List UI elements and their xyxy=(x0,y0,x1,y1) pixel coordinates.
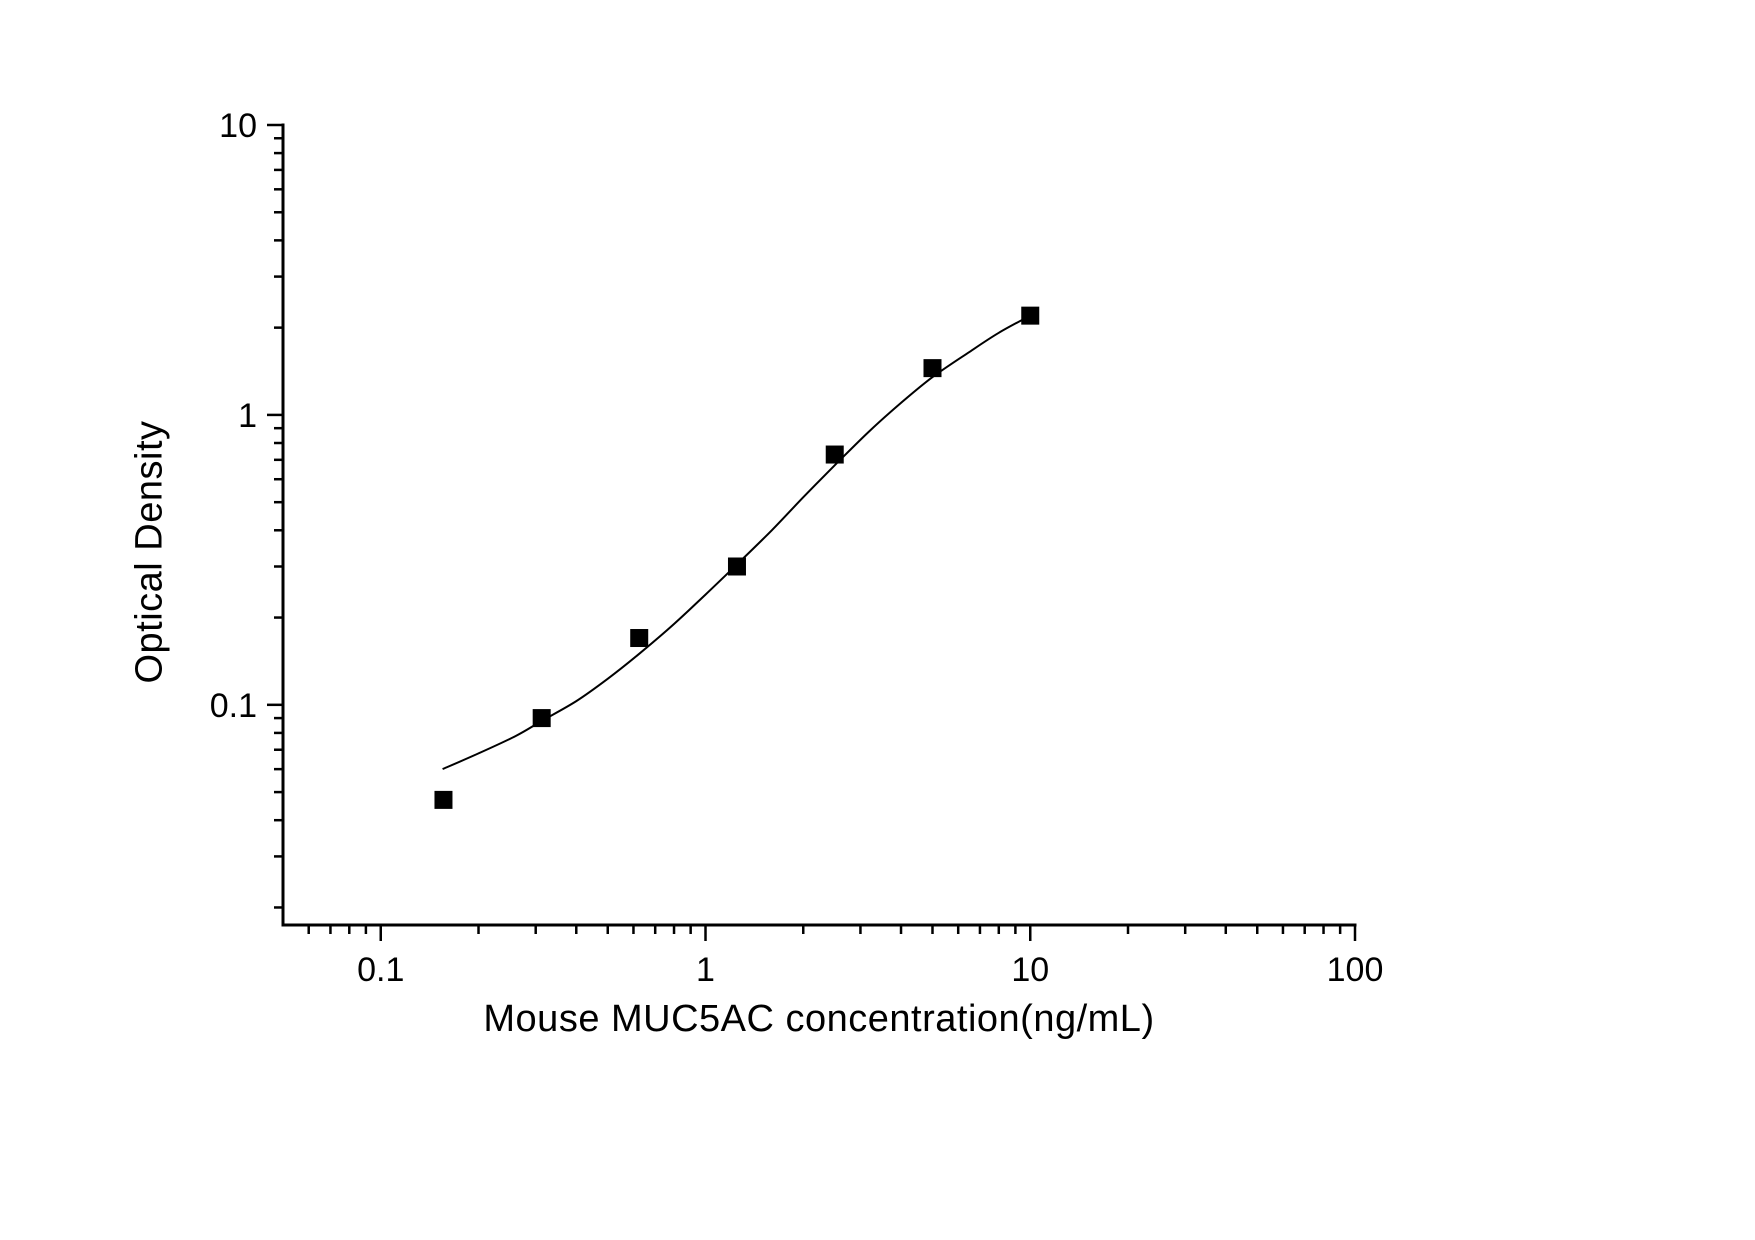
data-point-marker xyxy=(630,629,649,648)
tick-labels: 0.1 1 10 100 0.1 1 10 xyxy=(210,107,1384,989)
fit-curve-line xyxy=(442,314,1031,771)
y-tick-label: 0.1 xyxy=(210,687,257,725)
data-point-marker xyxy=(727,557,746,576)
data-point-marker xyxy=(825,445,844,464)
data-point-marker xyxy=(923,359,942,378)
axis-ticks xyxy=(267,123,1357,941)
y-axis-title: Optical Density xyxy=(128,420,171,684)
x-axis-title: Mouse MUC5AC concentration(ng/mL) xyxy=(483,998,1155,1040)
data-point-marker xyxy=(434,790,453,809)
y-tick-label: 10 xyxy=(219,107,257,145)
x-tick-label: 100 xyxy=(1327,951,1384,989)
x-tick-label: 0.1 xyxy=(357,951,404,989)
y-tick-label: 1 xyxy=(238,397,257,435)
x-tick-label: 10 xyxy=(1011,951,1049,989)
data-point-marker xyxy=(1021,306,1040,325)
data-points xyxy=(434,306,1040,809)
x-tick-label: 1 xyxy=(696,951,715,989)
data-point-marker xyxy=(532,709,551,728)
